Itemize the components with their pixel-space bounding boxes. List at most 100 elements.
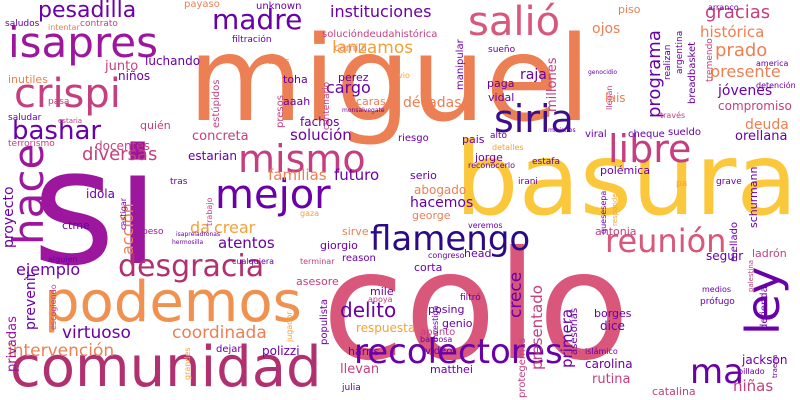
word: da [190, 218, 210, 237]
word: islámico [585, 347, 618, 356]
word: riesgo [398, 133, 429, 144]
word: colo [322, 220, 630, 394]
word: hermosilla [172, 239, 204, 246]
word: dice [600, 319, 625, 333]
word: investiga [431, 305, 440, 342]
word: arranco [708, 3, 739, 12]
word: crear [214, 218, 256, 237]
word: vidal [488, 91, 515, 104]
word: jorge [475, 151, 503, 164]
word: antonia [595, 225, 637, 238]
word: saludar [8, 113, 42, 123]
word: monsalvegate [342, 107, 385, 114]
word: contrato [80, 19, 118, 29]
word: polizzi [262, 344, 300, 358]
word: serio [410, 169, 437, 182]
word: detalles [492, 143, 524, 152]
word: paga [487, 77, 515, 90]
word: recolectores [354, 332, 563, 372]
word: privadas [5, 316, 20, 372]
word: ctme [62, 219, 90, 232]
word: hacemos [410, 195, 474, 211]
word: años [268, 57, 290, 67]
word: apoya [368, 295, 393, 304]
word: solucióndeudahistórica [322, 29, 438, 40]
word: salió [468, 0, 561, 45]
word: harris [348, 345, 380, 358]
word: abogado [414, 183, 467, 197]
word: presente [710, 62, 781, 81]
word: grandes [183, 347, 192, 380]
word: pasa [48, 97, 70, 107]
word: intervención [8, 341, 115, 361]
word: través [660, 111, 686, 120]
word: presos [275, 95, 286, 128]
word: traeria [771, 354, 779, 378]
word: proyecto [1, 186, 17, 248]
word: rutina [592, 372, 631, 387]
word: mismo [238, 137, 366, 181]
word: asesore [296, 275, 339, 288]
word: millones [545, 57, 560, 112]
word: manipular [455, 39, 466, 90]
word: si [32, 114, 160, 301]
word: filtración [232, 35, 272, 45]
word: perez [338, 71, 369, 84]
word: sirve [342, 225, 369, 238]
word: payaso [184, 0, 220, 10]
word: bashar [12, 116, 102, 146]
word: reunión [605, 222, 727, 260]
word: congreso [428, 251, 465, 260]
word: intentar [48, 23, 80, 32]
word: veremos [468, 221, 503, 230]
word: junto [105, 59, 139, 74]
word: prado [715, 40, 768, 61]
word: solución [290, 126, 352, 144]
word: familias [268, 166, 327, 184]
word: jackson [742, 353, 788, 367]
word: niños [118, 69, 151, 83]
word: polémica [600, 164, 651, 177]
word: reason [342, 253, 376, 264]
word: ojos [592, 21, 621, 37]
word: lanzamos [332, 38, 414, 58]
word: matthei [430, 363, 473, 376]
word: raja [520, 67, 547, 83]
word: argentina [675, 30, 685, 74]
word: irani [518, 177, 538, 187]
word: miguel [188, 10, 591, 148]
word: comunidad [10, 335, 322, 400]
word: sueldo [668, 127, 701, 138]
word: madre [212, 3, 303, 36]
word: apunto [420, 327, 456, 338]
word: genocidio [588, 69, 618, 76]
word: inutiles [8, 73, 48, 86]
word: desgracia [118, 249, 265, 284]
word: llegan [605, 85, 614, 110]
word: mellado [729, 221, 740, 262]
word: palestina [747, 259, 755, 292]
word: defienda [759, 286, 770, 330]
word: populista [319, 299, 330, 345]
word: deuda [745, 117, 789, 133]
word: terrorismo [8, 139, 55, 149]
word: virtuoso [62, 323, 131, 343]
word: jóvenes [718, 83, 773, 99]
word: alto [490, 131, 508, 141]
word: realizan [663, 44, 673, 81]
word: pillado [738, 367, 765, 376]
word: prevenir [23, 271, 39, 330]
word: ejemplo [16, 260, 81, 279]
word: ministros [548, 127, 576, 134]
word: castigar [119, 197, 128, 230]
word: breadbasket [687, 41, 698, 104]
word: respuesta [356, 321, 416, 335]
word: asesorías [569, 307, 580, 355]
word: gracias [705, 2, 771, 23]
word: llevan [340, 362, 380, 377]
word: podemos [44, 270, 302, 335]
word: genio [442, 317, 473, 330]
word: diversas [82, 144, 158, 165]
word: julia [342, 383, 361, 393]
word: estarian [188, 149, 237, 163]
